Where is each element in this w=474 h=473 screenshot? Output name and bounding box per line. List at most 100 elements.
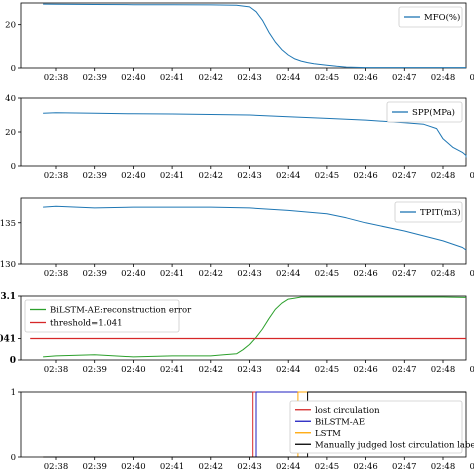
y-tick-label: 3.1	[0, 292, 16, 302]
x-tick-label: 02:40	[121, 269, 146, 279]
legend-box	[289, 400, 463, 454]
x-tick-label: 02:46	[353, 462, 378, 472]
x-tick-label: 02:45	[315, 171, 340, 181]
y-tick-label: 1	[11, 388, 16, 398]
chart-panel-3: 02:38 02:39 02:40 02:41 02:42 02:43 02:44 02:45…	[0, 197, 474, 279]
x-tick-label: 02:41	[160, 462, 185, 472]
x-tick-label: 02:40	[121, 462, 146, 472]
plot-frame	[20, 2, 467, 69]
x-tick-label: 02:47	[392, 365, 417, 375]
legend-label: Manually judged lost circulation labels	[315, 440, 474, 450]
chart-panel-2: 02:38 02:39 02:40 02:41 02:42 02:43 02:44 02:45…	[5, 94, 474, 181]
x-tick-label: 02:43	[237, 462, 262, 472]
x-tick-label: 02:41	[160, 269, 185, 279]
x-tick-label: 02:46	[353, 269, 378, 279]
x-tick-label: 02:38	[44, 365, 69, 375]
x-tick-label: 02:40	[121, 73, 146, 83]
legend-label: threshold=1.041	[50, 319, 123, 329]
x-tick-label: 02:42	[199, 365, 224, 375]
x-tick-label: 02:39	[82, 73, 107, 83]
legend-label: LSTM	[315, 429, 341, 439]
x-tick-label: 02:44	[276, 462, 301, 472]
chart-panel-5: 02:38 02:39 02:40 02:41 02:42 02:43 02:44 02:45…	[11, 388, 474, 472]
x-tick-label: 02:48	[431, 365, 456, 375]
y-tick-label: 135	[0, 219, 16, 229]
x-tick-label: 02:43	[237, 171, 262, 181]
x-tick-label: 02:38	[44, 171, 69, 181]
x-tick-label: 02:38	[44, 269, 69, 279]
x-tick-label: 02:39	[82, 171, 107, 181]
x-tick-label: 02:44	[276, 171, 301, 181]
series-line-1	[43, 296, 467, 358]
x-tick-label: 02:39	[82, 269, 107, 279]
x-tick-label: 02:49	[469, 73, 474, 83]
y-tick-label: 40	[5, 94, 16, 104]
x-tick-label: 02:48	[431, 269, 456, 279]
x-tick-label: 02:43	[237, 365, 262, 375]
x-tick-label: 02:45	[315, 462, 340, 472]
x-tick-label: 02:42	[199, 269, 224, 279]
legend-box	[394, 201, 463, 223]
x-tick-label: 02:43	[237, 269, 262, 279]
legend-label: MFO(%)	[424, 12, 460, 23]
x-tick-label: 02:42	[199, 462, 224, 472]
y-tick-label: 0	[11, 162, 16, 172]
legend: TPIT(m3)	[394, 201, 463, 223]
y-tick-label: 20	[5, 128, 16, 138]
x-tick-label: 02:39	[82, 365, 107, 375]
x-tick-label: 02:48	[431, 462, 456, 472]
chart-panel-4: 02:38 02:39 02:40 02:41 02:42 02:43 02:44 02:45…	[0, 292, 474, 375]
y-tick-label: 0	[11, 453, 16, 463]
series-line-1	[43, 205, 467, 251]
series-line-1	[43, 3, 466, 69]
x-tick-label: 02:47	[392, 462, 417, 472]
x-tick-label: 02:46	[353, 365, 378, 375]
legend: SPP(MPa)	[386, 101, 463, 123]
legend-label: BiLSTM-AE:reconstruction error	[50, 306, 192, 316]
x-tick-label: 02:49	[469, 462, 474, 472]
legend-label: BiLSTM-AE	[315, 417, 365, 427]
x-tick-label: 02:40	[121, 171, 146, 181]
x-tick-label: 02:47	[392, 171, 417, 181]
legend-box	[24, 299, 180, 333]
legend-label: lost circulation	[315, 406, 380, 416]
legend: BiLSTM-AE:reconstruction error threshold=…	[24, 299, 192, 333]
x-tick-label: 02:46	[353, 171, 378, 181]
x-tick-label: 02:41	[160, 365, 185, 375]
x-tick-label: 02:49	[469, 365, 474, 375]
x-tick-label: 02:38	[44, 462, 69, 472]
x-tick-label: 02:49	[469, 269, 474, 279]
y-tick-label: 20	[5, 21, 16, 31]
x-tick-label: 02:49	[469, 171, 474, 181]
x-tick-label: 02:41	[160, 73, 185, 83]
legend-box	[398, 6, 463, 28]
legend-box	[386, 101, 463, 123]
x-tick-label: 02:45	[315, 269, 340, 279]
x-tick-label: 02:45	[315, 73, 340, 83]
x-tick-label: 02:42	[199, 73, 224, 83]
x-tick-label: 02:46	[353, 73, 378, 83]
x-tick-label: 02:44	[276, 269, 301, 279]
y-tick-label: 0	[11, 64, 16, 74]
x-tick-label: 02:45	[315, 365, 340, 375]
x-tick-label: 02:43	[237, 73, 262, 83]
x-tick-label: 02:42	[199, 171, 224, 181]
y-tick-label: 130	[0, 260, 16, 270]
x-tick-label: 02:47	[392, 73, 417, 83]
chart-panel-1: 02:38 02:39 02:40 02:41 02:42 02:43 02:44 02:45…	[5, 2, 474, 83]
x-tick-label: 02:47	[392, 269, 417, 279]
x-tick-label: 02:39	[82, 462, 107, 472]
x-tick-label: 02:48	[431, 73, 456, 83]
legend-label: SPP(MPa)	[412, 107, 455, 118]
x-tick-label: 02:38	[44, 73, 69, 83]
series-line-1	[43, 112, 467, 158]
y-tick-label: 1.041	[0, 335, 16, 345]
y-tick-label: 0	[10, 356, 16, 366]
legend: MFO(%)	[398, 6, 463, 28]
x-tick-label: 02:44	[276, 365, 301, 375]
x-tick-label: 02:40	[121, 365, 146, 375]
x-tick-label: 02:48	[431, 171, 456, 181]
x-tick-label: 02:44	[276, 73, 301, 83]
